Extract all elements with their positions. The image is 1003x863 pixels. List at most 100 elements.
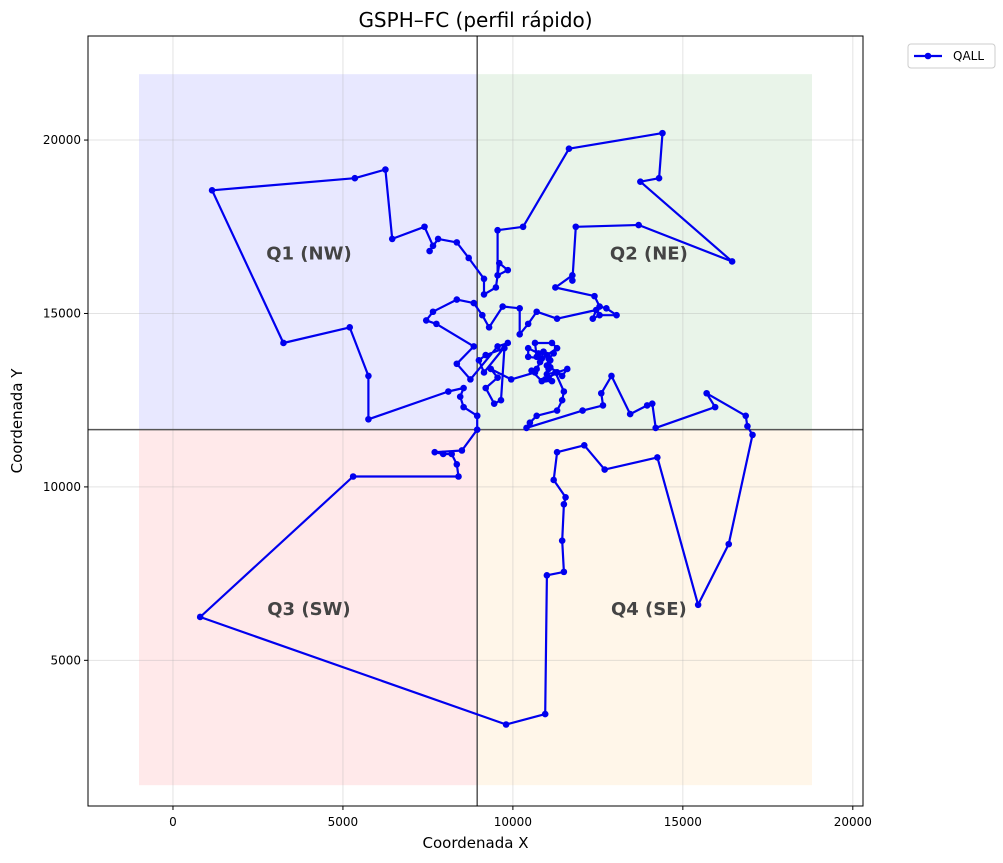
quadrant-label-3: Q3 (SW)	[267, 599, 350, 620]
data-point	[501, 344, 508, 352]
quadrant-region-1	[138, 74, 478, 430]
data-point	[388, 235, 396, 243]
data-point	[538, 355, 546, 362]
data-point	[560, 500, 568, 508]
data-point	[579, 407, 586, 414]
data-point	[543, 362, 551, 369]
x-tick-label: 5000	[328, 815, 359, 829]
quadrant-label-2: Q2 (NE)	[610, 244, 688, 265]
data-point	[528, 367, 535, 375]
data-point	[654, 454, 661, 461]
data-point	[431, 448, 439, 456]
data-point	[460, 403, 467, 411]
data-point	[470, 299, 478, 307]
data-point	[519, 223, 527, 231]
y-tick-label: 10000	[43, 480, 81, 494]
data-point	[589, 315, 597, 322]
data-point	[533, 365, 540, 373]
quadrant-layer	[138, 74, 813, 786]
data-point	[497, 396, 505, 404]
data-point	[460, 384, 467, 392]
data-point	[744, 422, 751, 430]
data-point	[445, 388, 452, 395]
data-point	[599, 402, 607, 409]
quadrant-region-3	[138, 429, 478, 786]
data-point	[434, 235, 442, 243]
data-point	[421, 223, 428, 231]
data-point	[550, 350, 557, 357]
data-point	[565, 145, 573, 153]
data-point	[637, 178, 644, 185]
x-tick-label: 15000	[664, 815, 702, 829]
data-point	[543, 370, 551, 378]
data-point	[208, 187, 216, 194]
data-point	[596, 311, 603, 319]
data-point	[659, 129, 666, 137]
data-point	[694, 601, 702, 609]
x-tick-label: 20000	[834, 815, 872, 829]
data-point	[652, 424, 659, 432]
data-point	[558, 537, 566, 544]
data-point	[553, 448, 561, 456]
chart-title: GSPH–FC (perfil rápido)	[358, 8, 592, 32]
data-point	[613, 311, 620, 319]
quadrant-label-1: Q1 (NW)	[266, 244, 351, 265]
data-point	[426, 247, 433, 255]
data-point	[465, 254, 473, 262]
y-tick-label: 5000	[50, 653, 81, 667]
data-point	[492, 284, 500, 291]
data-point	[480, 291, 488, 298]
data-point	[473, 426, 481, 433]
quadrant-label-4: Q4 (SE)	[611, 599, 687, 620]
data-point	[453, 461, 461, 468]
grid-layer	[88, 36, 863, 806]
data-point	[516, 330, 523, 338]
data-point	[742, 412, 750, 420]
data-point	[365, 372, 372, 380]
data-point	[351, 174, 359, 182]
x-tick-label: 0	[169, 815, 177, 829]
data-point	[485, 324, 493, 331]
data-point	[516, 304, 523, 312]
quadrant-label-layer: Q1 (NW) Q2 (NE) Q3 (SW) Q4 (SE)	[266, 244, 688, 621]
data-point	[480, 275, 488, 283]
data-point	[467, 376, 474, 383]
data-point	[550, 476, 557, 484]
data-point	[429, 242, 437, 250]
series-layer	[196, 129, 756, 728]
data-point	[349, 473, 357, 480]
data-point	[422, 317, 430, 324]
data-point	[495, 259, 503, 267]
data-point	[533, 412, 540, 420]
data-point	[597, 389, 605, 397]
legend-box	[907, 43, 996, 69]
data-point	[569, 277, 576, 284]
data-point	[482, 384, 489, 392]
legend-marker-swatch	[924, 52, 932, 60]
data-point	[558, 372, 566, 380]
data-point	[560, 568, 568, 576]
data-point	[531, 339, 539, 347]
data-point	[558, 396, 566, 404]
legend-label: QALL	[953, 49, 984, 63]
data-point	[475, 357, 483, 364]
data-point	[545, 355, 552, 362]
data-point	[553, 407, 561, 414]
data-point	[473, 412, 481, 420]
data-point	[725, 540, 733, 548]
data-point	[504, 266, 512, 274]
y-tick-label: 20000	[43, 133, 81, 147]
data-point	[453, 360, 461, 368]
data-point	[507, 376, 515, 383]
data-point	[448, 450, 456, 458]
plot-frame	[87, 35, 864, 807]
data-point	[346, 324, 354, 331]
data-point	[538, 377, 546, 385]
data-point	[482, 351, 489, 359]
data-point	[494, 272, 501, 279]
data-point	[453, 296, 461, 303]
data-point	[523, 424, 530, 432]
data-point	[494, 374, 501, 381]
data-point	[648, 400, 656, 407]
